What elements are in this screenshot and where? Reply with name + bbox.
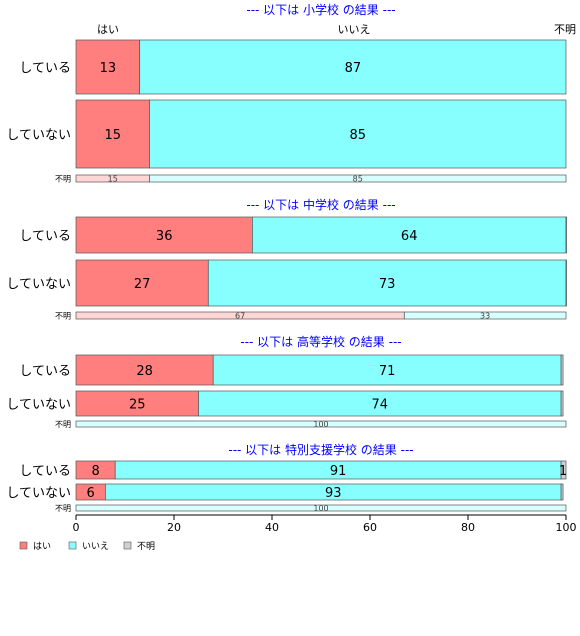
row-label-2-0: している [19,364,71,379]
data-label-3-0-1: 91 [330,464,347,479]
bar-segment-2-1-1 [198,390,562,417]
bar-segment-1-2-1 [403,311,567,320]
panel-title-1: --- 以下は 中学校 の結果 --- [246,197,395,212]
row-label-0-1: していない [6,128,71,143]
data-label-2-0-0: 28 [136,364,153,379]
legend-label-2: 不明 [137,541,155,552]
data-label-1-2-1: 33 [480,312,490,321]
bar-segment-2-1-0 [75,390,199,417]
column-header-1: いいえ [338,23,371,36]
data-label-0-2-0: 15 [108,175,118,184]
legend-swatch-2 [123,541,132,550]
row-label-1-2: 不明 [55,312,71,321]
x-tick-label-0: 0 [73,521,80,534]
bar-segment-2-0-1 [212,354,562,386]
data-label-1-2-0: 67 [235,312,245,321]
row-label-1-0: している [19,229,71,244]
column-header-2: 不明 [554,23,576,36]
data-label-1-1-0: 27 [134,277,151,292]
bar-segment-0-0-1 [139,39,567,95]
legend-swatch-0 [19,541,28,550]
data-label-3-0-0: 8 [91,464,99,479]
data-label-0-1-0: 15 [104,128,121,143]
legend-swatch-1 [68,541,77,550]
bar-segment-1-1-0 [75,259,209,307]
bar-segment-2-0-2 [560,354,564,386]
x-tick-label-3: 60 [363,521,377,534]
column-header-0: はい [97,23,119,36]
row-label-0-0: している [19,61,71,76]
bar-segment-1-1-2 [565,259,567,307]
panel-title-0: --- 以下は 小学校 の結果 --- [246,2,395,17]
row-label-3-2: 不明 [55,504,71,513]
panel-title-3: --- 以下は 特別支援学校 の結果 --- [228,442,413,457]
x-tick-label-4: 80 [461,521,475,534]
legend-label-1: いいえ [82,541,109,552]
data-label-1-0-0: 36 [156,229,173,244]
row-label-3-1: していない [6,486,71,501]
bar-segment-1-0-0 [75,216,253,254]
bar-segment-0-1-0 [75,99,150,169]
data-label-0-0-0: 13 [100,61,117,76]
data-label-2-2-1: 100 [313,420,328,429]
x-tick-label-1: 20 [167,521,181,534]
bar-segment-0-1-1 [149,99,567,169]
data-label-1-0-1: 64 [401,229,418,244]
row-label-2-2: 不明 [55,420,71,429]
bar-segment-1-0-2 [565,216,567,254]
data-label-2-1-0: 25 [129,398,146,413]
bar-segment-3-1-2 [560,483,564,501]
x-tick-label-2: 40 [265,521,279,534]
data-label-0-2-1: 85 [353,175,363,184]
x-tick-label-5: 100 [556,521,577,534]
data-label-3-0-2: 1 [559,464,567,479]
bar-segment-3-2-1 [75,504,567,512]
data-label-2-0-1: 71 [379,364,396,379]
data-label-1-1-1: 73 [379,277,396,292]
row-label-3-0: している [19,464,71,479]
bar-segment-0-2-1 [149,174,567,183]
bar-segment-2-1-2 [560,390,564,417]
row-label-2-1: していない [6,398,71,413]
row-label-0-2: 不明 [55,175,71,184]
data-label-3-1-0: 6 [87,486,95,501]
data-label-0-0-1: 87 [345,61,362,76]
data-label-0-1-1: 85 [349,128,366,143]
bar-segment-0-0-0 [75,39,141,95]
data-label-3-1-1: 93 [325,486,342,501]
panel-title-2: --- 以下は 高等学校 の結果 --- [240,334,401,349]
bar-segment-3-0-2 [560,460,567,480]
legend-label-0: はい [33,541,51,552]
row-label-1-1: していない [6,277,71,292]
bar-segment-1-1-1 [207,259,567,307]
bar-segment-1-0-1 [252,216,567,254]
data-label-3-2-1: 100 [313,504,328,513]
data-label-2-1-1: 74 [372,398,389,413]
bar-segment-2-2-1 [75,420,567,428]
